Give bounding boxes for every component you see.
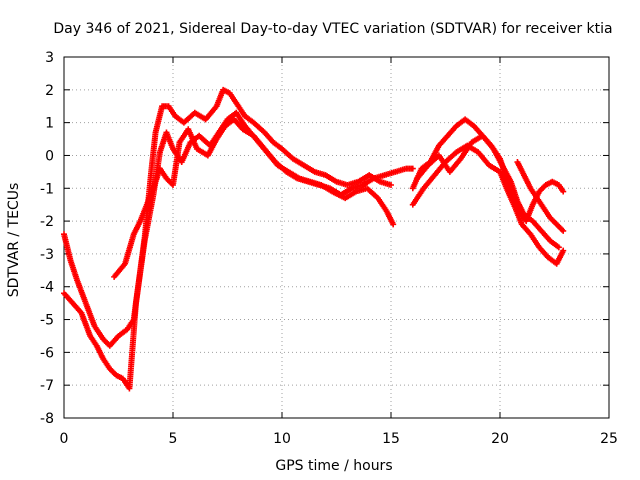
data-point (560, 227, 567, 234)
data-points (61, 86, 567, 392)
y-tick-label: -4 (40, 280, 54, 296)
series-track-e (409, 142, 567, 267)
series-track-c (111, 116, 416, 280)
y-tick-label: -2 (40, 214, 54, 230)
y-tick-label: -7 (40, 378, 54, 394)
x-tick-label: 0 (60, 431, 69, 447)
grid-lines (64, 57, 609, 418)
x-tick-label: 5 (169, 431, 178, 447)
y-tick-label: -1 (40, 181, 54, 197)
y-tick-label: 3 (45, 50, 54, 66)
x-tick-label: 20 (491, 431, 509, 447)
data-point (388, 181, 394, 188)
data-point (560, 247, 567, 254)
data-point (409, 165, 416, 172)
x-axis-label: GPS time / hours (275, 458, 392, 474)
y-tick-label: -5 (40, 313, 54, 329)
y-tick-label: 2 (45, 83, 54, 99)
series-track-f (414, 132, 562, 251)
x-tick-label: 25 (600, 431, 618, 447)
x-tick-label: 10 (273, 431, 291, 447)
x-tick-label: 15 (382, 431, 400, 447)
y-tick-label: 0 (45, 148, 54, 164)
data-point (560, 188, 567, 195)
y-tick-label: 1 (45, 116, 54, 132)
chart-title: Day 346 of 2021, Sidereal Day-to-day VTE… (53, 21, 612, 37)
series-track-g (514, 159, 567, 234)
y-tick-label: -3 (40, 247, 54, 263)
y-tick-label: -6 (40, 345, 54, 361)
y-axis-label: SDTVAR / TECUs (6, 183, 22, 298)
y-tick-label: -8 (40, 411, 54, 427)
axis-ticks: -8 -7 -6 -5 -4 -3 -2 -1 0 1 2 3 0 5 10 15 20 25 (40, 50, 618, 447)
data-point (390, 221, 397, 228)
data-point (555, 244, 562, 251)
